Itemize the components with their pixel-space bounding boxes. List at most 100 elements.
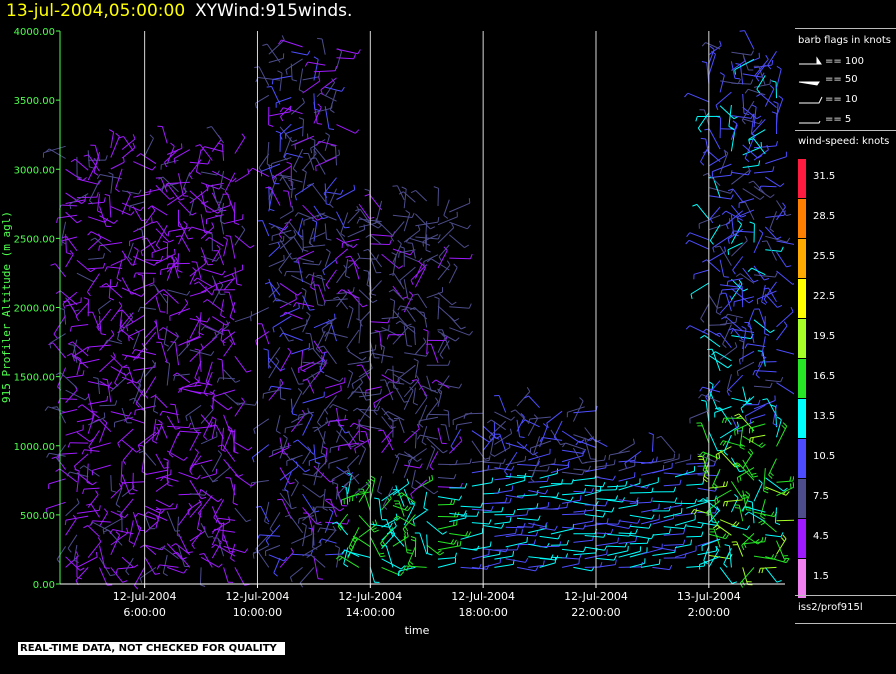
wind-barb-shaft bbox=[336, 484, 339, 500]
wind-barb-shaft bbox=[46, 501, 66, 510]
wind-barb-flag bbox=[109, 529, 114, 535]
wind-barb-shaft bbox=[387, 411, 405, 421]
wind-barb bbox=[314, 506, 337, 512]
wind-barb bbox=[110, 354, 128, 368]
wind-barb-shaft bbox=[573, 520, 593, 526]
wind-barb-shaft bbox=[516, 419, 521, 437]
wind-barb-flag bbox=[627, 545, 629, 551]
wind-barb-flag bbox=[323, 300, 326, 306]
wind-barb bbox=[690, 509, 709, 515]
wind-barb-shaft bbox=[663, 484, 680, 487]
wind-barb bbox=[212, 516, 231, 533]
wind-barb-shaft bbox=[449, 463, 471, 466]
wind-barb-flag bbox=[673, 453, 676, 459]
wind-barb bbox=[490, 434, 496, 457]
wind-barb bbox=[98, 242, 123, 251]
wind-barb-shaft bbox=[765, 235, 788, 243]
wind-barb-flag bbox=[307, 347, 313, 351]
wind-barb-flag bbox=[770, 404, 776, 407]
wind-barb bbox=[392, 309, 412, 327]
wind-barb bbox=[155, 224, 168, 250]
wind-barb-flag bbox=[288, 339, 294, 342]
wind-barb-flag bbox=[752, 370, 756, 376]
wind-barb bbox=[730, 279, 743, 301]
wind-barb bbox=[298, 68, 304, 93]
wind-barb-shaft bbox=[715, 91, 732, 106]
wind-barb-flag bbox=[476, 511, 480, 517]
wind-barb-shaft bbox=[321, 275, 326, 292]
colorbar-label: 25.5 bbox=[813, 251, 836, 262]
wind-barb bbox=[383, 411, 405, 421]
wind-barb bbox=[185, 404, 202, 422]
wind-barb bbox=[223, 458, 243, 477]
wind-barb-flag bbox=[740, 408, 744, 413]
wind-barb bbox=[607, 497, 626, 503]
wind-barb-shaft bbox=[167, 289, 188, 296]
wind-barb-flag bbox=[320, 452, 326, 456]
wind-barb-shaft bbox=[494, 467, 512, 471]
wind-barb-shaft bbox=[307, 379, 315, 394]
wind-barb bbox=[539, 423, 548, 448]
wind-barb-flag bbox=[761, 355, 767, 359]
wind-barb-shaft bbox=[336, 521, 349, 536]
wind-barb-shaft bbox=[528, 470, 548, 472]
wind-barb-shaft bbox=[291, 274, 312, 286]
wind-barb-flag bbox=[459, 436, 463, 441]
wind-barb bbox=[528, 476, 550, 483]
wind-barb-flag bbox=[216, 377, 220, 383]
wind-barb-shaft bbox=[258, 153, 270, 169]
wind-barb bbox=[155, 503, 178, 510]
wind-barb bbox=[566, 406, 585, 418]
wind-barb-flag bbox=[758, 361, 761, 368]
wind-barb-flag bbox=[728, 126, 734, 130]
wind-barb-shaft bbox=[392, 483, 409, 496]
wind-barb-flag bbox=[699, 386, 703, 392]
wind-barb-flag bbox=[730, 230, 734, 236]
wind-barb-shaft bbox=[79, 358, 100, 365]
wind-barb-flag bbox=[592, 505, 595, 511]
wind-barb-flag bbox=[318, 260, 322, 266]
wind-barb-flag bbox=[351, 536, 357, 541]
wind-barb-flag bbox=[613, 555, 617, 561]
wind-barb-shaft bbox=[279, 351, 292, 372]
wind-barb bbox=[262, 43, 281, 63]
wind-barb-flag bbox=[251, 482, 256, 487]
wind-barb bbox=[762, 398, 777, 417]
wind-barb-shaft bbox=[686, 525, 702, 529]
wind-barb-shaft bbox=[550, 507, 567, 510]
wind-barb-shaft bbox=[578, 440, 597, 448]
wind-barb-shaft bbox=[191, 532, 202, 545]
wind-barb bbox=[405, 237, 427, 244]
wind-barb-shaft bbox=[336, 48, 359, 55]
wind-barb bbox=[753, 54, 769, 77]
wind-barb bbox=[217, 142, 225, 161]
wind-barb-flag bbox=[395, 379, 400, 384]
wind-barb-shaft bbox=[88, 257, 104, 260]
wind-barb-flag bbox=[739, 470, 745, 473]
wind-barb-flag bbox=[317, 123, 323, 125]
wind-barb bbox=[726, 278, 743, 287]
wind-barb-flag bbox=[207, 159, 211, 165]
wind-barb-shaft bbox=[121, 147, 136, 159]
wind-barb bbox=[167, 289, 191, 296]
wind-barb-flag bbox=[374, 330, 380, 333]
wind-barb-flag bbox=[186, 290, 191, 296]
wind-barb-flag bbox=[201, 146, 205, 151]
wind-barb bbox=[313, 56, 319, 81]
wind-barb-flag bbox=[79, 465, 85, 470]
wind-barb-flag bbox=[232, 502, 238, 506]
wind-barb bbox=[99, 419, 108, 443]
wind-barb-shaft bbox=[686, 501, 708, 509]
wind-barb-shaft bbox=[90, 442, 111, 449]
wind-barb-shaft bbox=[307, 153, 315, 171]
wind-barb-shaft bbox=[629, 484, 648, 489]
wind-barb-flag bbox=[348, 547, 353, 552]
wind-barb-shaft bbox=[753, 319, 771, 333]
wind-barb-flag bbox=[168, 239, 174, 243]
wind-barb bbox=[733, 296, 755, 307]
wind-barb bbox=[730, 120, 738, 140]
wind-barb-flag bbox=[124, 355, 128, 361]
wind-barb bbox=[674, 454, 692, 464]
wind-barb bbox=[562, 470, 585, 476]
wind-barb-shaft bbox=[259, 534, 281, 537]
